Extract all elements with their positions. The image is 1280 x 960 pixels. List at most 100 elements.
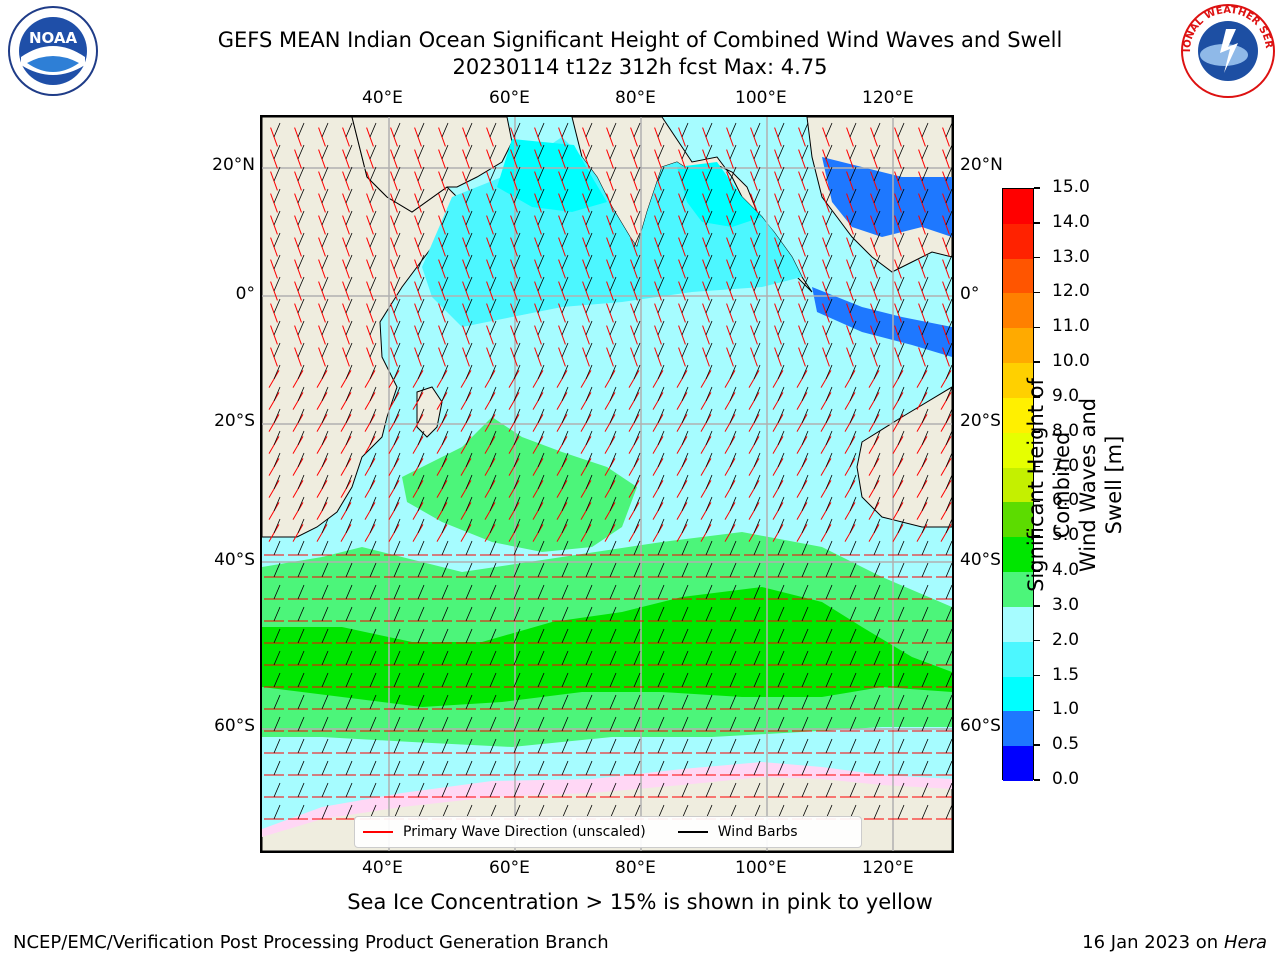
wind-barb (753, 782, 761, 798)
colorbar-tick (1034, 326, 1040, 329)
wind-barb (393, 386, 401, 402)
y-label-right-20n: 20°N (960, 155, 1003, 175)
wind-barb (897, 562, 905, 578)
wind-barb (561, 364, 569, 380)
wind-barb (513, 540, 521, 556)
colorbar-segment (1003, 397, 1033, 433)
wind-barb (297, 562, 305, 578)
wind-barb (897, 188, 905, 204)
footer-right: 16 Jan 2023 on Hera (1082, 932, 1267, 953)
wind-barb (561, 738, 569, 754)
wind-barb (657, 760, 665, 776)
wind-barb (609, 254, 617, 270)
wind-barb (825, 430, 833, 446)
wind-barb (441, 342, 449, 358)
wind-barb (441, 188, 449, 204)
wind-barb (489, 430, 497, 446)
wind-barb (633, 408, 641, 424)
colorbar-tick-label: 5.0 (1052, 525, 1080, 546)
wind-barb (321, 760, 329, 776)
wind-barb (945, 122, 952, 138)
wind-barb (537, 672, 545, 688)
wind-barb (777, 628, 785, 644)
wind-barb (465, 628, 473, 644)
wind-barb (321, 298, 329, 314)
wind-barb (465, 188, 473, 204)
wind-barb (753, 342, 761, 358)
wind-barb (609, 452, 617, 468)
wind-barb (417, 716, 425, 732)
wind-barb (945, 738, 952, 754)
wind-barb (297, 254, 305, 270)
wind-barb (489, 342, 497, 358)
wind-barb (609, 144, 617, 160)
wind-barb (273, 738, 281, 754)
wind-barb (537, 606, 545, 622)
colorbar-segment (1003, 746, 1033, 781)
wind-barb (465, 210, 473, 226)
wind-barb (777, 430, 785, 446)
wind-barb (609, 232, 617, 248)
wind-barb (345, 584, 353, 600)
wind-barb (417, 342, 425, 358)
wind-barb (897, 716, 905, 732)
wind-barb (465, 672, 473, 688)
wind-barb (609, 540, 617, 556)
wind-barb (441, 738, 449, 754)
wind-barb (849, 386, 857, 402)
wind-barb (513, 760, 521, 776)
wind-barb (777, 738, 785, 754)
wind-barb (537, 342, 545, 358)
wind-barb (273, 518, 281, 534)
wind-barb (633, 650, 641, 666)
wind-barb (921, 276, 929, 292)
wind-barb (441, 452, 449, 468)
wind-barb (729, 188, 737, 204)
wind-barb (345, 628, 353, 644)
wind-barb (465, 562, 473, 578)
x-label-top-40e: 40°E (362, 88, 403, 108)
wind-barb (417, 122, 425, 138)
wind-barb (753, 518, 761, 534)
wind-barb (513, 298, 521, 314)
wind-barb (945, 584, 952, 600)
y-label-right-20s: 20°S (960, 411, 1001, 431)
wind-barb (489, 452, 497, 468)
wind-barb (609, 166, 617, 182)
wind-barb (345, 320, 353, 336)
wind-barb (561, 474, 569, 490)
wind-barb (369, 276, 377, 292)
wind-barb (897, 144, 905, 160)
colorbar-segment (1003, 258, 1033, 294)
wind-barb (609, 716, 617, 732)
wind-barb (681, 452, 689, 468)
wind-barb (297, 804, 305, 820)
wind-barb (321, 672, 329, 688)
wind-barb (705, 694, 713, 710)
wind-barb (849, 672, 857, 688)
wind-barb (585, 650, 593, 666)
wind-barb (297, 298, 305, 314)
wind-barb (825, 298, 833, 314)
wind-barb (849, 144, 857, 160)
wind-barb (945, 210, 952, 226)
x-label-bottom-80e: 80°E (615, 858, 656, 878)
wind-barb (729, 628, 737, 644)
wind-barb (321, 276, 329, 292)
x-label-bottom-100e: 100°E (735, 858, 787, 878)
colorbar-title-line2: Wind Waves and Swell [m] (1076, 397, 1126, 573)
wind-barb (753, 474, 761, 490)
wind-barb (585, 298, 593, 314)
wind-barb (753, 386, 761, 402)
wind-barb (801, 364, 809, 380)
wind-barb (777, 694, 785, 710)
wind-barb (921, 518, 929, 534)
wind-barb (681, 716, 689, 732)
wind-barb (705, 540, 713, 556)
wind-barb (441, 386, 449, 402)
wind-barb (297, 738, 305, 754)
wind-barb (321, 342, 329, 358)
wind-barb (417, 540, 425, 556)
wind-barb (777, 782, 785, 798)
wind-barb (297, 694, 305, 710)
